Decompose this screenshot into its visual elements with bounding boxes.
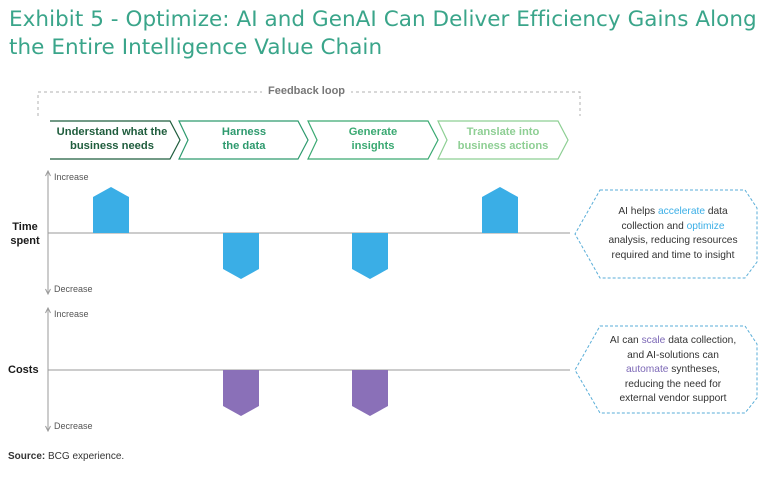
source-note: Source: BCG experience. bbox=[8, 451, 124, 462]
time-callout-text: AI helps accelerate data collection and … bbox=[593, 205, 753, 263]
time-callout-outline bbox=[574, 189, 758, 279]
stage-chevron-1 bbox=[50, 120, 181, 160]
costs-callout-l1-pre: AI can bbox=[609, 335, 642, 346]
time-spent-label: Time spent bbox=[6, 220, 44, 248]
stage-harness-data: Harness the data bbox=[185, 118, 303, 160]
time-increase-mark-stage-1 bbox=[93, 187, 129, 233]
stage-generate-insights: Generate insights bbox=[314, 118, 432, 160]
time-increase-mark-stage-4 bbox=[482, 187, 518, 233]
source-label: Source: bbox=[8, 451, 46, 462]
costs-callout-outline bbox=[574, 325, 758, 414]
costs-decrease-mark-stage-2 bbox=[223, 370, 259, 416]
exhibit-title: Exhibit 5 - Optimize: AI and GenAI Can D… bbox=[9, 7, 757, 60]
stage-understand-needs: Understand what the business needs bbox=[50, 118, 174, 160]
time-decrease-mark-stage-3 bbox=[352, 233, 388, 279]
time-callout-l1-pre: AI helps bbox=[618, 206, 658, 217]
costs-decrease-label: Decrease bbox=[54, 421, 93, 431]
source-text: BCG experience. bbox=[45, 451, 125, 462]
costs-callout-l4: reducing the need for bbox=[624, 378, 722, 390]
costs-axis-up-arrow bbox=[45, 306, 51, 314]
costs-callout-l2: and AI-solutions can bbox=[627, 349, 719, 361]
stage-1-line-1: Understand what the bbox=[56, 126, 168, 138]
time-axis-down-arrow bbox=[45, 288, 51, 296]
time-callout-l4: required and time to insight bbox=[611, 249, 735, 261]
time-axis-up-arrow bbox=[45, 169, 51, 177]
costs-axis-down-arrow bbox=[45, 425, 51, 433]
stage-1-line-2: business needs bbox=[70, 140, 154, 152]
costs-callout-l3-post: syntheses, bbox=[668, 364, 720, 375]
stage-chevron-3 bbox=[307, 120, 439, 160]
stage-3-line-1: Generate bbox=[348, 126, 398, 138]
stage-chevron-4 bbox=[437, 120, 569, 160]
stage-4-line-2: business actions bbox=[457, 140, 549, 152]
time-label-line-1: Time bbox=[12, 221, 38, 233]
stage-2-line-1: Harness bbox=[221, 126, 267, 138]
stage-3-line-2: insights bbox=[351, 140, 395, 152]
feedback-loop-label: Feedback loop bbox=[262, 85, 352, 97]
time-callout-l1-post: data bbox=[705, 206, 728, 217]
stage-2-line-2: the data bbox=[222, 140, 266, 152]
costs-callout-l1-post: data collection, bbox=[665, 335, 737, 346]
costs-callout-l5: external vendor support bbox=[619, 393, 727, 404]
costs-decrease-mark-stage-3 bbox=[352, 370, 388, 416]
costs-callout-text: AI can scale data collection, and AI-sol… bbox=[593, 334, 753, 407]
time-increase-label: Increase bbox=[54, 172, 89, 182]
costs-callout-automate: automate bbox=[625, 364, 669, 375]
stage-translate-actions: Translate into business actions bbox=[444, 118, 562, 160]
costs-callout-scale: scale bbox=[641, 335, 666, 346]
time-decrease-mark-stage-2 bbox=[223, 233, 259, 279]
time-callout-accelerate: accelerate bbox=[657, 206, 705, 217]
time-callout-l2-pre: collection and bbox=[621, 220, 687, 232]
time-callout-l3: analysis, reducing resources bbox=[608, 235, 738, 246]
time-decrease-label: Decrease bbox=[54, 284, 93, 294]
time-callout-optimize: optimize bbox=[686, 220, 725, 232]
costs-increase-label: Increase bbox=[54, 309, 89, 319]
stage-chevron-2 bbox=[178, 120, 309, 160]
costs-label: Costs bbox=[8, 364, 39, 376]
stage-4-line-1: Translate into bbox=[466, 126, 540, 138]
time-label-line-2: spent bbox=[10, 235, 40, 247]
